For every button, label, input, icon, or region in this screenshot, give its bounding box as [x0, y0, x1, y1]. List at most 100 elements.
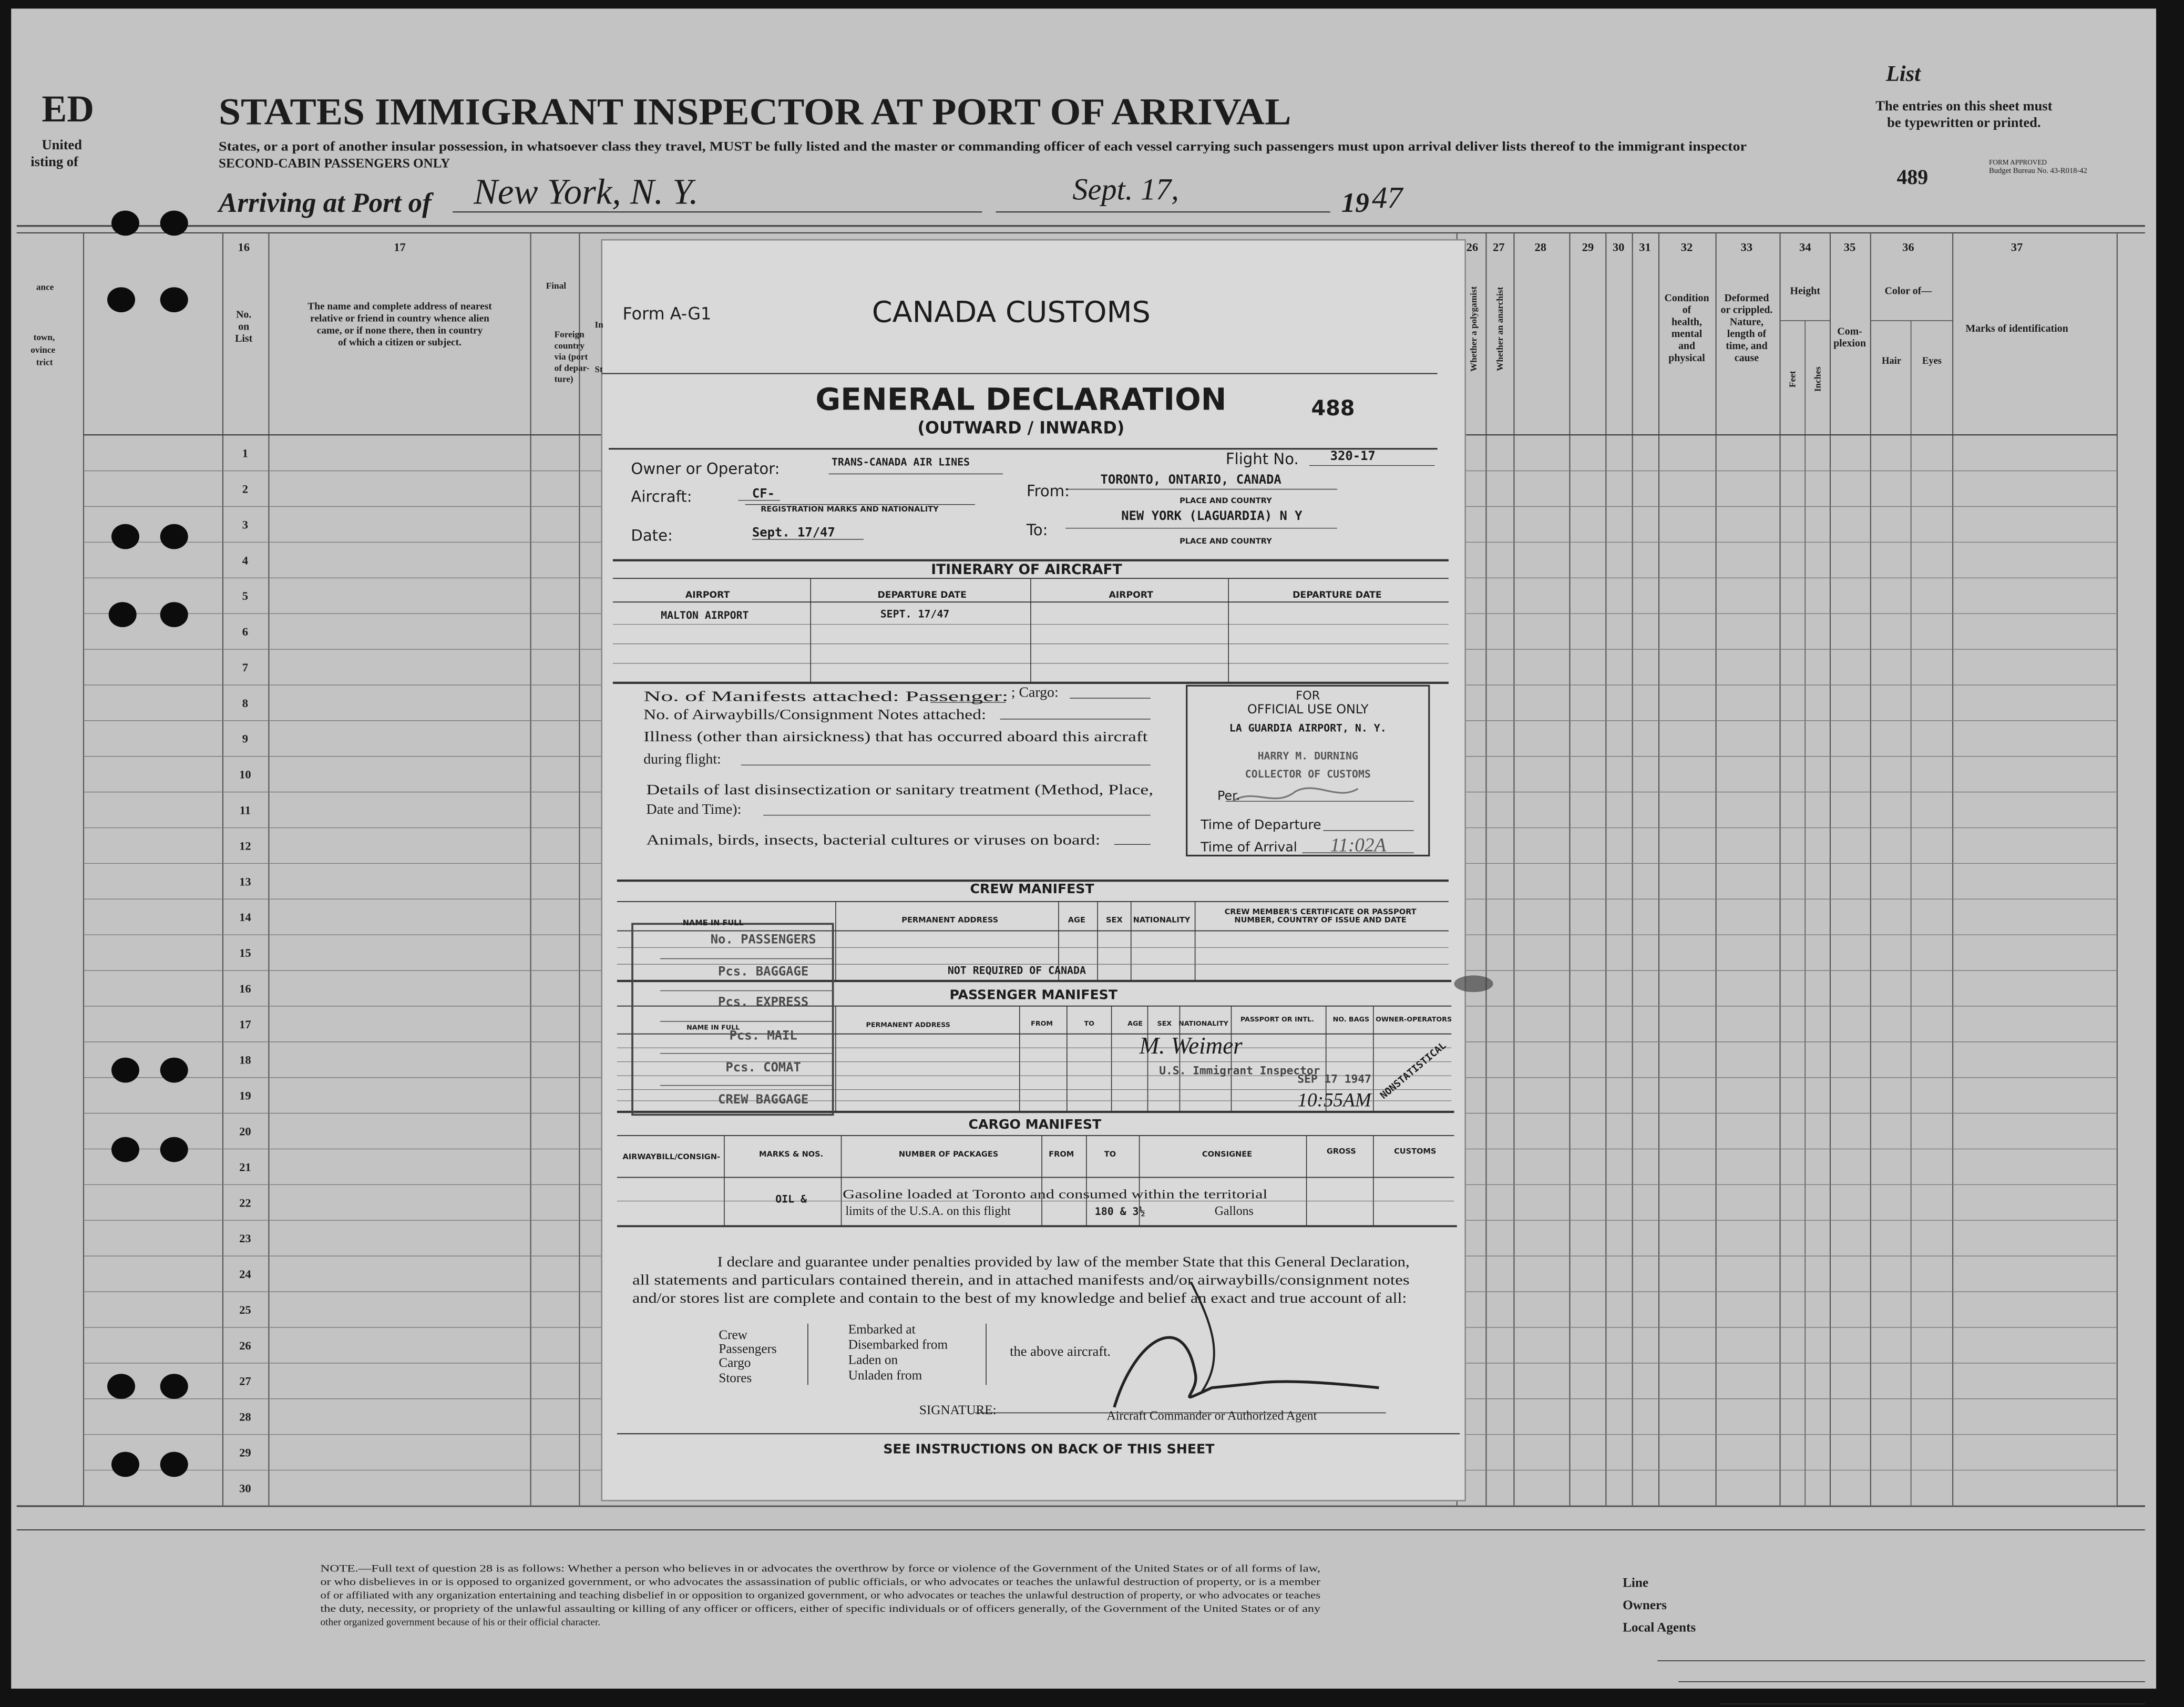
- punch-hole: [108, 602, 137, 627]
- rows: SEPT. 17/47: [880, 608, 950, 620]
- number: 16: [238, 240, 250, 253]
- row-numbers: 27: [239, 1375, 251, 1388]
- title: CREW MANIFEST: [970, 881, 1095, 896]
- punch-hole: [160, 210, 188, 236]
- note: or who disbelieves in or is opposed to o…: [320, 1577, 1320, 1588]
- list-label: List: [1885, 62, 1921, 86]
- row-numbers: 3: [242, 518, 248, 531]
- header: physical: [1668, 352, 1705, 364]
- header: Deformed: [1724, 292, 1769, 304]
- questions: Animals, birds, insects, bacterial cultu…: [647, 832, 1101, 848]
- title: STATES IMMIGRANT INSPECTOR AT PORT OF AR…: [219, 91, 1291, 132]
- header: relative or friend in country whence ali…: [310, 313, 489, 324]
- parties: Stores: [719, 1371, 752, 1385]
- headers: TO: [1104, 1150, 1116, 1159]
- rows: MALTON AIRPORT: [661, 609, 748, 621]
- title: GENERAL DECLARATION: [815, 382, 1226, 417]
- official-box: [1186, 684, 1430, 857]
- questions: No. of Airwaybills/Consignment Notes att…: [643, 707, 986, 723]
- header: No.: [236, 309, 251, 321]
- subheaders: Eyes: [1922, 355, 1942, 366]
- aircraft-text: the above aircraft.: [1010, 1343, 1111, 1359]
- instructions: The entries on this sheet must: [1875, 98, 2052, 114]
- sheet-number: 489: [1896, 166, 1928, 189]
- edge-fragments: isting of: [30, 154, 79, 169]
- punch-hole: [160, 1057, 188, 1083]
- left-fragments: Foreign: [555, 330, 585, 340]
- note: NOTE.—Full text of question 28 is as fol…: [320, 1563, 1320, 1575]
- punch-hole: [107, 287, 136, 313]
- date: SEP 17 1947: [1297, 1072, 1371, 1085]
- date: Sept. 17/47: [752, 525, 835, 540]
- punch-hole: [160, 602, 188, 627]
- row-numbers: 6: [242, 625, 248, 638]
- agency: CANADA CUSTOMS: [872, 295, 1151, 330]
- subheaders: Inches: [1812, 366, 1822, 392]
- headers: PERMANENT ADDRESS: [866, 1020, 950, 1028]
- stamp-box: Pcs. EXPRESS: [718, 995, 808, 1009]
- row-numbers: 1: [242, 447, 248, 460]
- questions: Details of last disinsectization or sani…: [647, 782, 1154, 798]
- left-fragments: via (port: [555, 352, 588, 362]
- number: 34: [1799, 240, 1811, 253]
- row-numbers: 11: [240, 804, 251, 817]
- headers: SEX: [1106, 916, 1123, 925]
- number: 28: [1535, 240, 1547, 253]
- time: 10:55AM: [1298, 1089, 1372, 1111]
- punch-hole: [111, 1452, 139, 1477]
- signer-caption: Aircraft Commander or Authorized Agent: [1107, 1409, 1317, 1423]
- signature-scribble: [1113, 1336, 1379, 1408]
- actions: Embarked at: [848, 1322, 916, 1336]
- number: 17: [394, 240, 406, 253]
- subheaders: Feet: [1788, 371, 1798, 387]
- departure-label: Time of Departure: [1200, 817, 1321, 832]
- left-fragments: ance: [36, 282, 54, 292]
- aircraft-label: Aircraft:: [631, 487, 692, 505]
- header: on: [238, 321, 249, 332]
- row-numbers: 9: [242, 732, 248, 745]
- headers: AIRPORT: [1109, 590, 1153, 600]
- headers: PERMANENT ADDRESS: [901, 916, 998, 925]
- header: and: [1678, 340, 1695, 352]
- number: 37: [2011, 240, 2023, 253]
- punch-hole: [111, 210, 139, 236]
- unit: Gallons: [1215, 1204, 1254, 1218]
- header: Nature,: [1730, 316, 1763, 328]
- headers: FROM: [1031, 1019, 1053, 1027]
- marks: OIL &: [775, 1193, 807, 1205]
- quantity: 180 & 3½: [1095, 1205, 1145, 1218]
- signature-label: SIGNATURE:: [919, 1403, 997, 1417]
- headers: AGE: [1127, 1019, 1143, 1027]
- number: 33: [1741, 240, 1753, 253]
- instructions: be typewritten or printed.: [1887, 115, 2041, 130]
- lines: HARRY M. DURNING: [1258, 750, 1358, 762]
- punch-hole: [160, 1374, 188, 1399]
- note: of or affiliated with any organization e…: [320, 1590, 1320, 1601]
- row-numbers: 8: [242, 697, 248, 710]
- edge-fragments: ED: [42, 88, 94, 130]
- header: Whether a polygamist: [1469, 286, 1479, 372]
- header: length of: [1727, 328, 1767, 340]
- punch-hole: [107, 1374, 136, 1399]
- header: The name and complete address of nearest: [307, 301, 492, 312]
- declaration-grid: [601, 373, 1460, 1435]
- punch-hole: [111, 524, 139, 549]
- headers: NUMBER, COUNTRY OF ISSUE AND DATE: [1234, 916, 1406, 925]
- headers: CUSTOMS: [1394, 1147, 1436, 1156]
- role: U.S. Immigrant Inspector: [1159, 1064, 1320, 1077]
- row-numbers: 29: [239, 1446, 251, 1459]
- note: NOT REQUIRED OF CANADA: [948, 965, 1086, 977]
- title: CARGO MANIFEST: [969, 1117, 1102, 1132]
- form-approved: Budget Bureau No. 43-R018-42: [1989, 167, 2087, 175]
- subheaders: Hair: [1882, 355, 1901, 366]
- left-fragments: Final: [546, 281, 566, 291]
- row-numbers: 2: [242, 483, 248, 496]
- note: the duty, necessity, or propriety of the…: [320, 1603, 1320, 1614]
- port: New York, N. Y.: [473, 171, 698, 211]
- number: 27: [1493, 240, 1505, 253]
- per-label: Per.: [1217, 788, 1240, 803]
- header: List: [235, 333, 252, 344]
- row-numbers: 24: [239, 1268, 251, 1281]
- row-numbers: 23: [239, 1232, 251, 1245]
